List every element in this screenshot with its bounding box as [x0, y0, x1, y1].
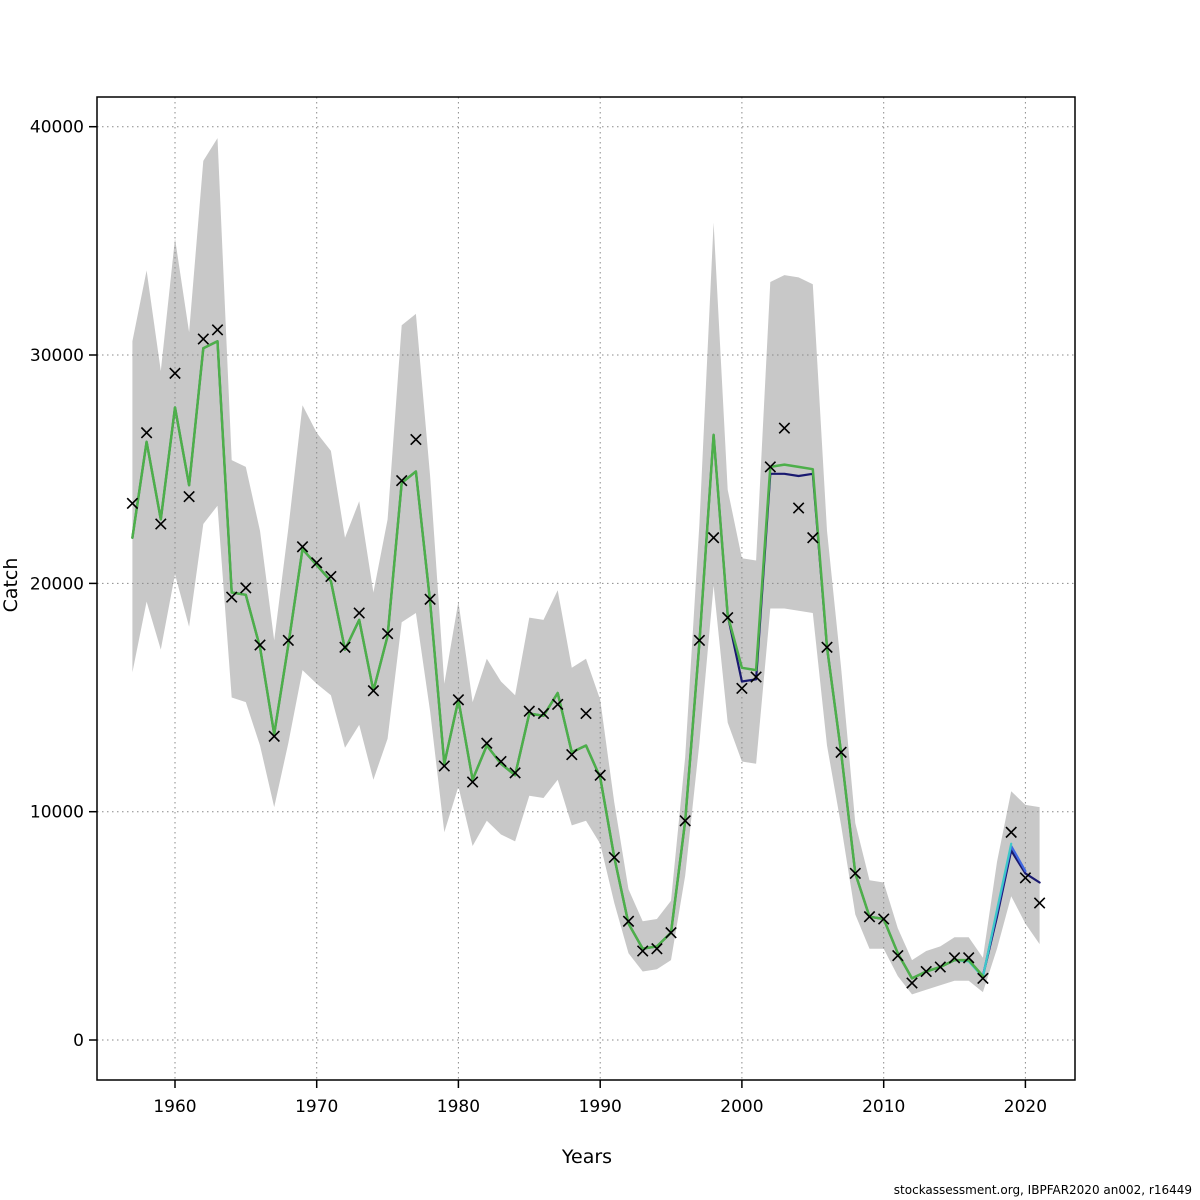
observation-marker — [1033, 897, 1046, 909]
plot-border — [96, 96, 1076, 1081]
observation-marker — [339, 641, 351, 654]
y-tick-label: 40000 — [30, 118, 84, 138]
observation-marker — [566, 748, 578, 761]
observation-marker — [835, 746, 847, 759]
observation-marker — [254, 639, 266, 651]
observation-marker — [764, 461, 777, 473]
observation-marker — [169, 367, 181, 380]
observation-marker — [778, 422, 791, 434]
y-tick-label: 20000 — [30, 574, 84, 594]
observation-marker — [920, 965, 932, 978]
observation-marker — [410, 433, 422, 446]
observation-marker — [537, 707, 550, 720]
observation-marker — [367, 684, 380, 697]
observation-marker — [693, 634, 706, 647]
observation-marker — [523, 705, 536, 717]
observation-marker — [481, 737, 493, 749]
observation-marker — [792, 502, 805, 514]
observation-marker — [381, 627, 394, 640]
observation-marker — [282, 634, 295, 647]
x-tick-label: 1990 — [579, 1097, 622, 1117]
observation-marker — [395, 474, 408, 487]
attribution-text: stockassessment.org, IBPFAR2020 an002, r… — [894, 1183, 1192, 1197]
observation-marker — [892, 949, 904, 962]
y-tick-label: 10000 — [30, 803, 84, 823]
observation-marker — [183, 490, 195, 503]
observation-marker — [906, 977, 918, 989]
observation-marker — [495, 755, 507, 768]
observation-marker — [736, 682, 748, 695]
observation-marker — [225, 591, 238, 603]
observation-marker — [509, 767, 521, 779]
x-tick-label: 1970 — [295, 1097, 338, 1117]
observation-markers — [126, 324, 1046, 989]
observation-marker — [721, 611, 734, 624]
observation-marker — [240, 582, 252, 594]
observation-marker — [155, 518, 167, 530]
observation-marker — [636, 945, 649, 957]
observation-marker — [353, 607, 365, 619]
observation-marker — [863, 910, 876, 923]
observation-marker — [651, 942, 663, 955]
confidence-band — [132, 138, 1040, 995]
observation-marker — [665, 926, 677, 939]
observation-marker — [849, 867, 862, 880]
observation-marker — [962, 952, 975, 964]
observation-marker — [934, 961, 947, 973]
x-tick-label: 1960 — [153, 1097, 196, 1117]
observation-marker — [310, 557, 323, 569]
observation-marker — [821, 641, 833, 654]
observation-marker — [325, 570, 337, 583]
observation-marker — [197, 333, 210, 345]
observation-marker — [948, 952, 961, 964]
axes: 1960 1970 1980 1990 2000 2010 2020 0 10000 20000 3… — [30, 118, 1047, 1117]
observation-marker — [466, 776, 479, 788]
x-tick-label: 2020 — [1004, 1097, 1047, 1117]
observation-marker — [296, 541, 309, 553]
y-tick-label: 30000 — [30, 346, 84, 366]
observation-marker — [126, 497, 139, 510]
observation-marker — [707, 531, 720, 544]
y-axis-title: Catch — [0, 558, 22, 613]
gridlines — [97, 97, 1075, 1080]
observation-marker — [580, 707, 592, 720]
observation-marker — [1005, 826, 1017, 839]
observation-marker — [424, 593, 436, 606]
observation-marker — [438, 760, 451, 772]
x-tick-label: 2000 — [720, 1097, 763, 1117]
observation-marker — [877, 913, 890, 925]
observation-marker — [211, 324, 224, 336]
x-tick-label: 2010 — [862, 1097, 905, 1117]
observation-marker — [977, 972, 989, 985]
observation-marker — [551, 698, 564, 711]
y-tick-label: 0 — [73, 1031, 84, 1051]
observation-marker — [268, 730, 280, 743]
observation-marker — [140, 426, 153, 439]
observation-marker — [807, 531, 819, 544]
x-tick-label: 1980 — [437, 1097, 480, 1117]
observation-marker — [608, 851, 621, 864]
observation-marker — [750, 671, 762, 683]
observation-marker — [1019, 872, 1032, 884]
x-axis-title: Years — [561, 1146, 612, 1168]
observation-marker — [594, 769, 606, 781]
confidence-band-layer — [132, 138, 1040, 995]
observation-marker — [622, 915, 635, 928]
observation-marker — [679, 815, 691, 827]
observation-marker — [452, 694, 465, 706]
